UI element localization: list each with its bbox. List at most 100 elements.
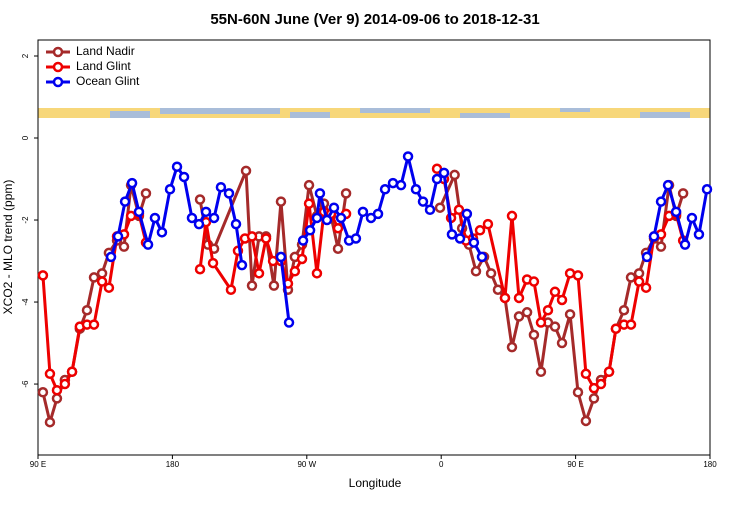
data-point xyxy=(268,280,280,291)
data-point xyxy=(112,231,124,242)
data-point xyxy=(655,241,667,252)
data-point xyxy=(655,196,667,207)
data-point xyxy=(625,272,637,283)
data-point xyxy=(44,416,56,428)
data-point xyxy=(506,210,518,222)
data-point xyxy=(59,378,71,390)
map-strip xyxy=(38,108,710,118)
data-point xyxy=(633,276,645,287)
data-point xyxy=(230,218,242,230)
data-point xyxy=(492,284,504,295)
data-point xyxy=(311,268,323,279)
data-point xyxy=(200,206,212,218)
data-point xyxy=(215,181,227,193)
data-point xyxy=(446,229,458,240)
data-point xyxy=(453,204,465,216)
data-point xyxy=(253,268,265,279)
data-point xyxy=(588,393,600,404)
data-point xyxy=(431,173,443,185)
data-point xyxy=(424,204,436,216)
y-axis-label: XCO2 - MLO trend (ppm) xyxy=(1,180,15,315)
data-point xyxy=(417,196,429,207)
x-axis-label: Longitude xyxy=(349,476,402,490)
data-point xyxy=(610,323,622,334)
data-point xyxy=(379,184,391,195)
data-point xyxy=(572,270,584,281)
data-point xyxy=(88,319,100,330)
data-point xyxy=(693,229,705,240)
data-point xyxy=(564,309,576,320)
data-point xyxy=(133,206,145,218)
data-point xyxy=(283,317,295,328)
data-point xyxy=(51,384,63,396)
data-point xyxy=(556,294,568,306)
data-point xyxy=(679,239,691,250)
data-point xyxy=(549,286,561,298)
data-point xyxy=(194,263,206,275)
data-point xyxy=(186,212,198,224)
data-point xyxy=(156,227,168,238)
data-point xyxy=(474,225,486,236)
data-point xyxy=(482,218,494,230)
data-point xyxy=(44,368,56,380)
plot-frame xyxy=(37,39,711,456)
data-point xyxy=(304,225,316,236)
data-point xyxy=(677,188,689,199)
data-point xyxy=(506,341,518,353)
data-point xyxy=(340,188,352,199)
x-tick-label: 0 xyxy=(439,460,444,469)
data-point xyxy=(556,337,568,349)
data-point xyxy=(88,272,100,283)
data-point xyxy=(296,253,308,265)
data-point xyxy=(410,184,422,195)
data-point xyxy=(119,196,131,207)
legend-label: Land Glint xyxy=(76,59,131,73)
y-tick-label: -2 xyxy=(21,216,30,224)
data-point xyxy=(640,282,652,293)
data-point xyxy=(260,233,272,244)
data-point xyxy=(625,319,637,330)
data-point xyxy=(549,321,561,332)
data-point xyxy=(118,241,130,252)
y-tick-label: 0 xyxy=(21,135,30,140)
data-point xyxy=(454,233,466,244)
data-point xyxy=(246,231,258,242)
data-point xyxy=(96,268,108,279)
data-point xyxy=(236,259,248,271)
data-point xyxy=(434,202,446,213)
legend-marker xyxy=(52,61,64,73)
data-point xyxy=(438,167,450,179)
data-point xyxy=(225,284,237,295)
data-point xyxy=(103,282,115,293)
data-point xyxy=(193,218,205,230)
x-tick-label: 90 E xyxy=(30,460,46,469)
data-point xyxy=(372,208,384,220)
data-point xyxy=(350,233,362,244)
y-tick-label: -4 xyxy=(21,298,30,306)
data-point xyxy=(149,212,161,224)
data-point xyxy=(51,393,63,404)
y-tick-label: 2 xyxy=(21,53,30,58)
data-point xyxy=(461,208,473,220)
legend-label: Ocean Glint xyxy=(76,74,140,88)
data-point xyxy=(37,387,49,398)
data-point xyxy=(240,165,252,177)
x-tick-label: 180 xyxy=(166,460,180,469)
data-point xyxy=(314,188,326,199)
data-point xyxy=(66,366,78,378)
data-point xyxy=(105,251,117,263)
data-point xyxy=(402,151,414,162)
data-point xyxy=(194,194,206,205)
data-point xyxy=(603,366,615,378)
data-point xyxy=(513,311,525,322)
data-point xyxy=(275,251,287,263)
data-point xyxy=(470,266,482,277)
data-point xyxy=(81,304,93,316)
data-point xyxy=(641,251,653,263)
data-point xyxy=(246,280,258,291)
data-point xyxy=(449,169,460,181)
data-point xyxy=(178,171,190,183)
data-point xyxy=(535,317,547,328)
data-point xyxy=(321,214,333,226)
data-point xyxy=(580,368,592,380)
